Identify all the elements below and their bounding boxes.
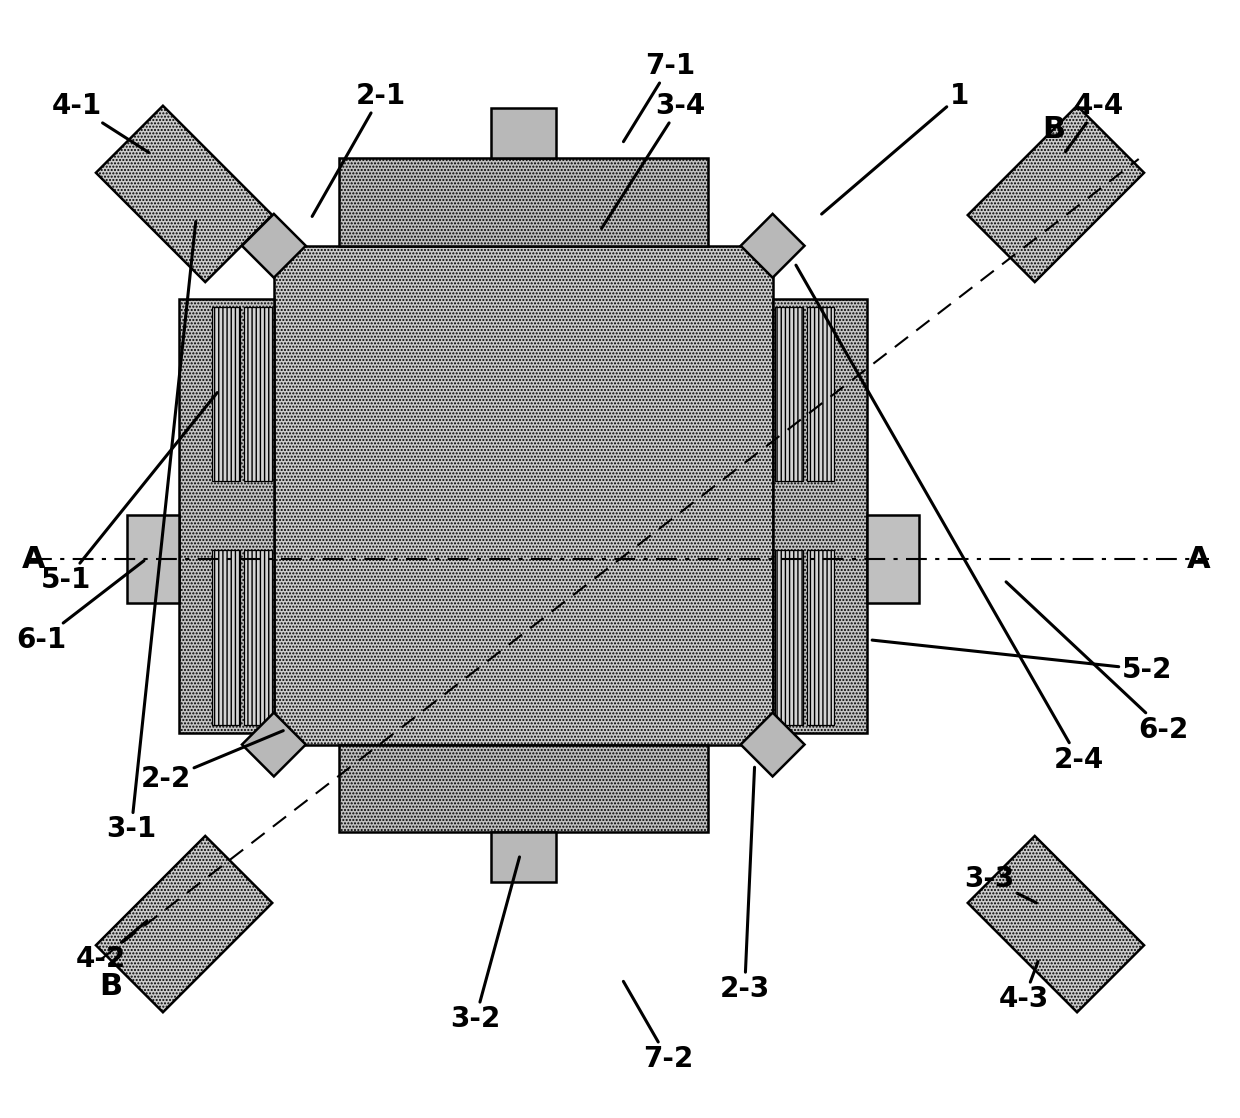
- Text: 7-2: 7-2: [624, 982, 693, 1073]
- Text: 3-4: 3-4: [601, 92, 706, 228]
- Text: 1: 1: [822, 82, 968, 214]
- Text: 2-3: 2-3: [719, 767, 770, 1003]
- Polygon shape: [242, 214, 306, 277]
- Bar: [244, 550, 272, 724]
- Polygon shape: [95, 106, 273, 282]
- Polygon shape: [967, 106, 1145, 282]
- Text: 4-2: 4-2: [76, 921, 148, 973]
- Text: 3-3: 3-3: [963, 865, 1037, 903]
- Bar: [339, 745, 708, 832]
- Bar: [212, 550, 241, 724]
- Text: B: B: [1043, 114, 1065, 143]
- Text: 7-1: 7-1: [624, 53, 694, 142]
- Bar: [179, 299, 274, 732]
- Bar: [128, 515, 179, 603]
- Bar: [806, 550, 835, 724]
- Text: 5-2: 5-2: [872, 641, 1172, 684]
- Text: 6-2: 6-2: [1006, 581, 1189, 743]
- Bar: [339, 158, 708, 246]
- Bar: [806, 306, 835, 481]
- Text: 4-1: 4-1: [51, 92, 149, 152]
- Polygon shape: [95, 836, 273, 1012]
- Text: 3-2: 3-2: [450, 858, 520, 1033]
- Bar: [491, 832, 557, 882]
- Bar: [868, 515, 919, 603]
- Text: 2-1: 2-1: [312, 82, 405, 217]
- Text: 4-3: 4-3: [999, 961, 1049, 1013]
- Text: 2-4: 2-4: [796, 265, 1104, 774]
- Bar: [274, 246, 773, 745]
- Text: 2-2: 2-2: [141, 731, 283, 794]
- Bar: [773, 299, 868, 732]
- Polygon shape: [740, 712, 805, 777]
- Bar: [775, 306, 802, 481]
- Text: 3-1: 3-1: [107, 221, 196, 843]
- Polygon shape: [967, 836, 1145, 1012]
- Bar: [491, 108, 557, 158]
- Text: B: B: [99, 973, 123, 1002]
- Bar: [244, 306, 272, 481]
- Polygon shape: [242, 712, 306, 777]
- Bar: [775, 550, 802, 724]
- Bar: [212, 306, 241, 481]
- Text: A: A: [21, 544, 46, 574]
- Text: 6-1: 6-1: [16, 561, 144, 654]
- Polygon shape: [740, 214, 805, 277]
- Text: A: A: [1187, 544, 1210, 574]
- Text: 4-4: 4-4: [1065, 92, 1123, 152]
- Text: 5-1: 5-1: [41, 392, 217, 594]
